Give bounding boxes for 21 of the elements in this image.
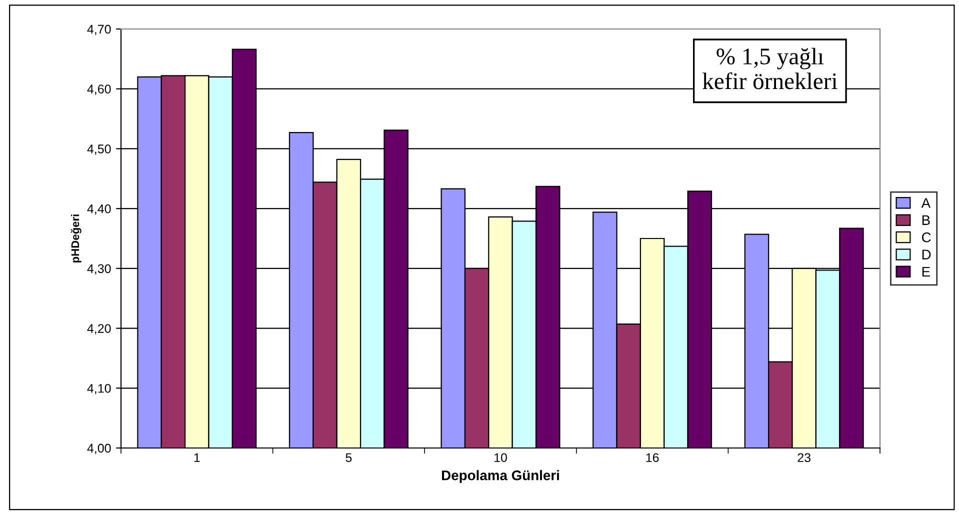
legend-label: D: [922, 250, 931, 260]
y-tick-label: 4,30: [87, 264, 111, 275]
x-tick-label: 1: [194, 453, 200, 462]
annotation: % 1,5 yağlı kefir örnekleri: [702, 48, 838, 90]
x-axis-title: Depolama Günleri: [442, 470, 559, 484]
legend-label: E: [922, 266, 930, 277]
legend-label: C: [922, 232, 931, 242]
y-tick-label: 4,70: [87, 24, 111, 36]
legend-label: B: [922, 215, 930, 225]
y-tick-label: 4,50: [87, 144, 111, 155]
x-tick-label: 10: [494, 453, 507, 462]
x-tick-label: 16: [646, 453, 659, 462]
legend-label: A: [921, 198, 931, 208]
y-tick-label: 4,10: [87, 384, 111, 394]
y-tick-label: 4,00: [87, 444, 111, 454]
y-tick-label: 4,20: [87, 324, 111, 334]
x-tick-label: 5: [346, 453, 352, 462]
y-tick-label: 4,60: [87, 84, 111, 95]
x-tick-label: 23: [798, 453, 811, 462]
y-axis-title: pHDeğeri: [70, 214, 82, 262]
y-tick-label: 4,40: [87, 204, 111, 215]
